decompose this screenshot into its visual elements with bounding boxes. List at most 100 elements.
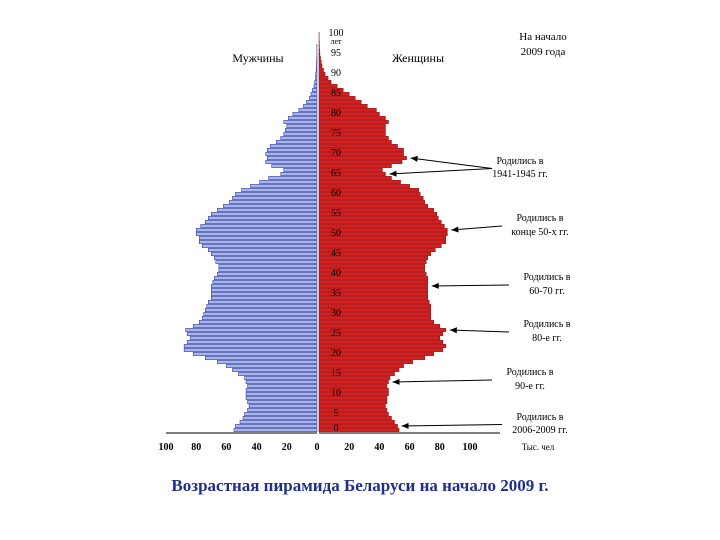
female-bar — [318, 104, 368, 108]
age-tick-label: 35 — [331, 288, 341, 299]
male-bar — [314, 80, 318, 84]
female-bar — [318, 64, 323, 68]
male-bar — [192, 352, 318, 356]
female-bar — [318, 56, 321, 60]
male-bar — [244, 412, 318, 416]
female-bar — [318, 276, 428, 280]
female-bar — [318, 404, 386, 408]
female-bar — [318, 392, 389, 396]
annotation-arrow-head — [449, 327, 457, 334]
female-bar — [318, 224, 445, 228]
male-bar — [285, 128, 318, 132]
female-bar — [318, 124, 386, 128]
male-bar — [245, 380, 318, 384]
female-bar — [318, 216, 439, 220]
male-bar — [283, 120, 318, 124]
female-bar — [318, 408, 388, 412]
female-bar — [318, 148, 404, 152]
female-bar — [318, 364, 404, 368]
male-bar — [195, 232, 318, 236]
chart-title-line-1: На начало — [519, 31, 567, 43]
male-bar — [192, 324, 318, 328]
female-bar — [318, 412, 389, 416]
female-bar — [318, 112, 380, 116]
male-bar — [235, 192, 318, 196]
female-bar — [318, 368, 400, 372]
male-bar — [217, 208, 318, 212]
female-bar — [318, 312, 431, 316]
x-tick-label: 0 — [315, 442, 320, 453]
x-tick-label: 60 — [405, 442, 415, 453]
female-bar — [318, 228, 448, 232]
annotation-line-2: 60-70 гг. — [529, 286, 564, 297]
female-bar — [318, 316, 431, 320]
female-bar — [318, 356, 425, 360]
x-unit-label: Тыс. чел — [522, 442, 555, 452]
female-bar — [318, 280, 428, 284]
male-bar — [306, 100, 318, 104]
age-tick-label: 80 — [331, 108, 341, 119]
female-bar — [318, 380, 389, 384]
male-bar — [211, 252, 318, 256]
female-bar — [318, 208, 435, 212]
age-tick-label: 60 — [331, 188, 341, 199]
female-bar — [318, 172, 386, 176]
female-bar — [318, 136, 389, 140]
annotation-line-1: Родились в — [506, 367, 553, 378]
figure-caption: Возрастная пирамида Беларуси на начало 2… — [171, 476, 549, 495]
male-bar — [292, 112, 318, 116]
male-bar — [313, 84, 318, 88]
age-tick-label: 20 — [331, 348, 341, 359]
annotation-line-2: 90-е гг. — [515, 381, 545, 392]
female-bar — [318, 372, 395, 376]
female-bar — [318, 196, 424, 200]
male-bar — [185, 328, 318, 332]
male-bar — [189, 336, 318, 340]
female-bar — [318, 264, 425, 268]
age-tick-label: 40 — [331, 268, 341, 279]
female-bar — [318, 168, 383, 172]
annotation-arrow-line — [431, 284, 510, 287]
x-tick-label: 100 — [463, 442, 478, 453]
male-bar — [241, 188, 318, 192]
female-bar — [318, 200, 425, 204]
male-bar — [217, 360, 318, 364]
annotation-line-2: 80-е гг. — [532, 333, 562, 344]
annotation-arrow-head — [392, 378, 400, 385]
male-bar — [312, 88, 318, 92]
annotation-arrow-head — [410, 155, 418, 162]
male-bar — [211, 292, 318, 296]
female-bar — [318, 288, 428, 292]
female-bar — [318, 352, 435, 356]
chart-title-line-2: 2009 года — [521, 46, 566, 58]
male-bar — [229, 200, 318, 204]
female-bar — [318, 236, 447, 240]
male-bar — [203, 312, 318, 316]
male-bar — [288, 116, 318, 120]
male-bar — [268, 176, 318, 180]
male-bar — [247, 384, 318, 388]
female-bar — [318, 340, 444, 344]
male-bar — [247, 408, 318, 412]
male-bar — [218, 264, 318, 268]
female-bar — [318, 396, 388, 400]
male-bar — [315, 68, 318, 72]
female-bar — [318, 256, 428, 260]
x-tick-label: 40 — [252, 442, 262, 453]
annotation-arrow-head — [431, 282, 439, 289]
male-bar — [201, 244, 318, 248]
x-tick-label: 20 — [344, 442, 354, 453]
annotation-arrow-line — [451, 225, 503, 231]
male-bar — [217, 272, 318, 276]
male-bar — [275, 140, 318, 144]
female-bar — [318, 332, 444, 336]
male-bar — [218, 268, 318, 272]
male-bar — [211, 212, 318, 216]
male-bar — [200, 224, 318, 228]
male-bar — [233, 428, 318, 432]
female-bar — [318, 308, 431, 312]
male-bar — [309, 96, 318, 100]
female-bar — [318, 416, 392, 420]
annotation-line-1: Родились в — [523, 319, 570, 330]
male-bar — [232, 196, 318, 200]
